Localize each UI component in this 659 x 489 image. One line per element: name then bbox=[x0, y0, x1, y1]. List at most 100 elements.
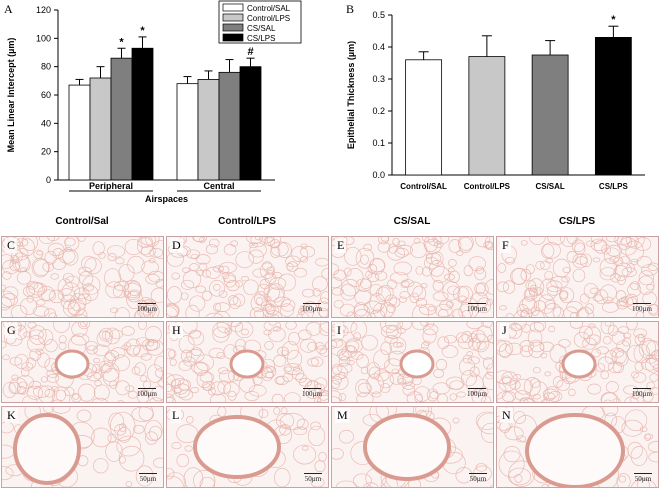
alveolus bbox=[300, 245, 316, 258]
alveolus bbox=[312, 288, 321, 297]
alveolus bbox=[468, 256, 486, 272]
alveolus bbox=[291, 245, 309, 263]
alveolus bbox=[235, 251, 254, 269]
alveolus bbox=[167, 348, 176, 360]
legend-entry: Control/SAL bbox=[247, 4, 291, 13]
alveolus bbox=[544, 371, 552, 377]
x-tick-label: CS/LPS bbox=[599, 182, 629, 191]
alveolus bbox=[151, 386, 163, 402]
alveolus bbox=[301, 445, 309, 451]
alveolus bbox=[190, 387, 200, 394]
alveolus bbox=[217, 380, 231, 394]
alveolus bbox=[137, 322, 147, 330]
alveolus bbox=[2, 296, 12, 311]
alveolus bbox=[15, 256, 31, 273]
alveolus bbox=[572, 268, 586, 283]
alveolus bbox=[350, 322, 368, 339]
alveolus bbox=[603, 247, 621, 265]
alveolus bbox=[400, 280, 410, 289]
alveolus bbox=[77, 237, 86, 242]
alveolus bbox=[38, 237, 55, 244]
alveolus bbox=[11, 374, 19, 381]
y-axis-label: Epithelial Thickness (µm) bbox=[346, 41, 356, 149]
alveolus bbox=[511, 267, 528, 286]
alveolus bbox=[285, 322, 297, 330]
alveolus bbox=[121, 326, 135, 336]
alveolus bbox=[363, 243, 373, 252]
alveolus bbox=[79, 322, 88, 327]
scale-bar: 100µm bbox=[302, 388, 322, 398]
alveolus bbox=[559, 370, 568, 380]
alveolus bbox=[27, 335, 45, 353]
alveolus bbox=[535, 261, 545, 270]
micrograph-letter: K bbox=[5, 408, 18, 423]
alveolus bbox=[277, 242, 292, 259]
alveolus bbox=[69, 293, 87, 312]
alveolus bbox=[23, 285, 36, 297]
alveolus bbox=[23, 331, 32, 338]
alveolus bbox=[413, 238, 421, 245]
alveolus bbox=[131, 366, 141, 375]
alveolus bbox=[409, 292, 420, 304]
alveolus bbox=[26, 385, 44, 400]
alveolus bbox=[368, 366, 381, 380]
alveolus bbox=[107, 245, 126, 258]
alveolus bbox=[432, 279, 444, 292]
alveolus bbox=[620, 237, 639, 248]
alveolus bbox=[2, 466, 14, 481]
alveolus bbox=[318, 297, 328, 312]
x-axis-label: Airspaces bbox=[145, 194, 188, 204]
significance-mark: * bbox=[119, 36, 124, 48]
alveolus bbox=[118, 445, 145, 472]
alveolus bbox=[420, 341, 429, 350]
alveolus bbox=[307, 357, 319, 367]
airway bbox=[193, 415, 281, 479]
alveolus bbox=[274, 375, 289, 386]
alveolus bbox=[293, 267, 308, 278]
alveolus bbox=[476, 325, 493, 343]
scale-bar-label: 100µm bbox=[302, 305, 322, 313]
alveolus bbox=[332, 340, 338, 350]
alveolus bbox=[606, 244, 622, 257]
alveolus bbox=[617, 326, 629, 334]
alveolus bbox=[579, 253, 592, 268]
alveolus bbox=[320, 291, 328, 304]
alveolus bbox=[279, 303, 295, 317]
alveolus bbox=[586, 334, 601, 346]
alveolus bbox=[173, 386, 182, 393]
alveolus bbox=[114, 280, 130, 292]
alveolus bbox=[266, 287, 285, 308]
alveolus bbox=[286, 261, 299, 272]
alveolus bbox=[167, 475, 185, 487]
alveolus bbox=[250, 237, 267, 248]
alveolus bbox=[604, 322, 612, 327]
y-tick-label: 40 bbox=[41, 118, 51, 128]
alveolus bbox=[167, 372, 176, 393]
alveolus bbox=[214, 302, 231, 312]
alveolus bbox=[40, 376, 49, 383]
alveolus bbox=[133, 424, 145, 434]
alveolus bbox=[127, 291, 140, 303]
alveolus bbox=[647, 262, 658, 271]
alveolus bbox=[264, 341, 274, 351]
alveolus bbox=[614, 350, 629, 367]
alveolus bbox=[46, 373, 60, 383]
alveolus bbox=[19, 238, 35, 257]
alveolus bbox=[481, 422, 493, 443]
alveolus bbox=[284, 392, 301, 402]
alveolus bbox=[360, 254, 369, 265]
alveolus bbox=[140, 375, 148, 382]
alveolus bbox=[26, 280, 39, 290]
alveolus bbox=[310, 356, 324, 367]
alveolus bbox=[248, 384, 267, 397]
bar bbox=[176, 83, 199, 181]
alveolus bbox=[389, 372, 404, 385]
alveolus bbox=[93, 369, 103, 380]
alveolus bbox=[195, 254, 211, 265]
alveolus bbox=[314, 377, 328, 390]
alveolus bbox=[380, 237, 390, 242]
alveolus bbox=[154, 355, 163, 372]
legend-swatch bbox=[222, 23, 244, 32]
alveolus bbox=[642, 291, 657, 307]
alveolus bbox=[530, 341, 545, 353]
